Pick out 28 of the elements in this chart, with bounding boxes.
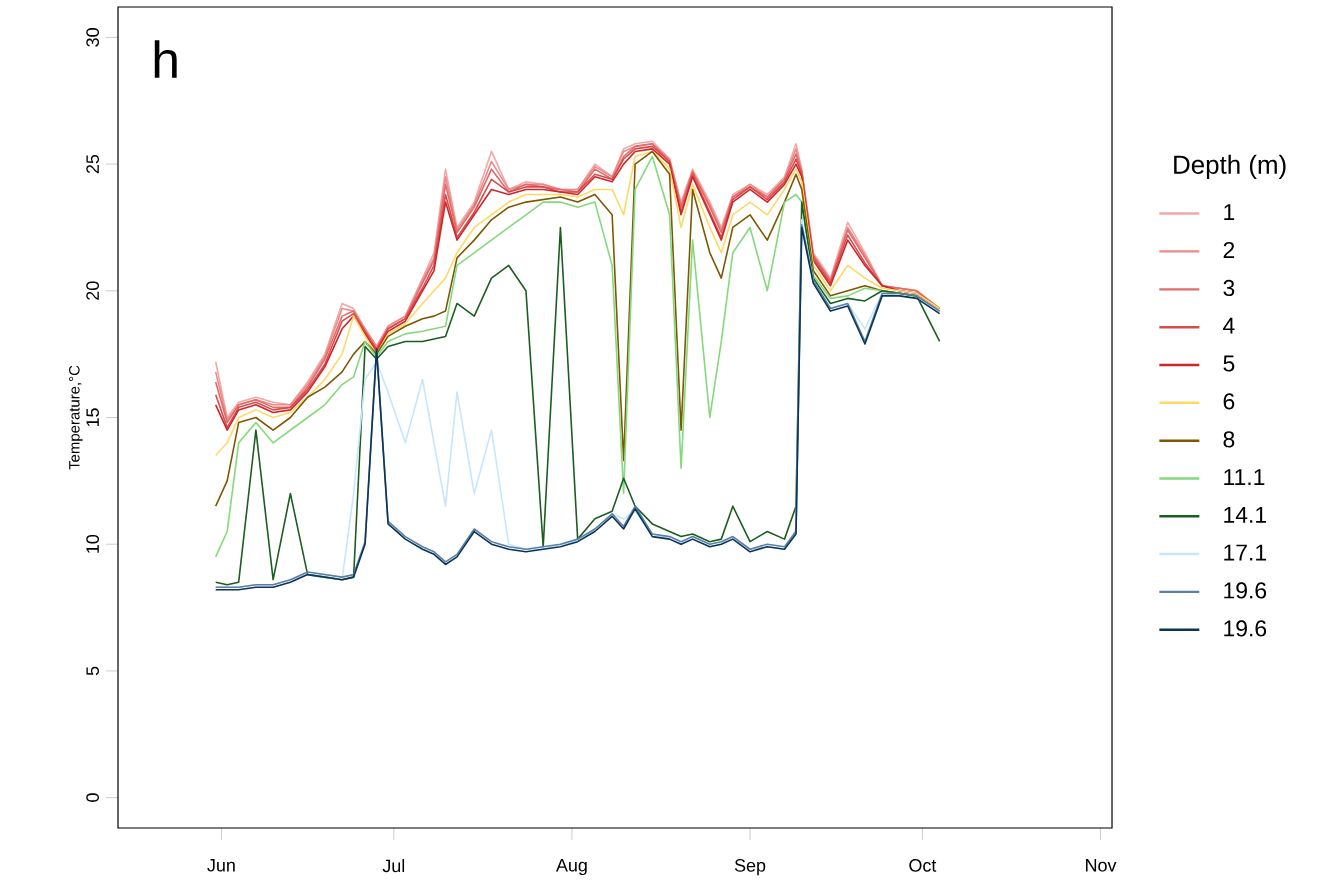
x-tick-label: Sep — [734, 859, 766, 876]
annotation: h — [154, 40, 177, 78]
y-tick-label: 20 — [86, 281, 99, 300]
y-tick-label: 5 — [86, 666, 99, 676]
x-tick-label: Oct — [909, 859, 937, 872]
legend-label: 5 — [1223, 355, 1235, 372]
legend-label: 2 — [1223, 241, 1235, 258]
legend-label: 6 — [1223, 393, 1235, 410]
y-tick-label: 15 — [86, 408, 99, 427]
y-tick-label: 25 — [86, 154, 99, 174]
x-tick-label: Jun — [207, 859, 235, 872]
legend-title: Depth (m) — [1174, 154, 1286, 180]
legend-label: 1 — [1224, 204, 1235, 220]
legend-label: 14.1 — [1224, 506, 1266, 523]
x-tick-label: Nov — [1086, 859, 1117, 872]
y-tick-label: 10 — [86, 534, 99, 553]
y-axis-title: Temperature,°C — [69, 365, 83, 470]
y-tick-label: 30 — [86, 28, 99, 47]
x-tick-label: Aug — [556, 859, 587, 876]
legend-label: 19.6 — [1224, 582, 1267, 599]
legend-label: 8 — [1223, 431, 1235, 448]
x-tick-label: Jul — [382, 859, 405, 873]
legend-label: 11.1 — [1224, 469, 1265, 485]
legend-label: 17.1 — [1224, 544, 1266, 561]
y-tick-label: 0 — [86, 793, 99, 802]
legend-label: 3 — [1223, 279, 1235, 297]
legend-label: 19.6 — [1224, 620, 1267, 637]
legend-label: 4 — [1223, 317, 1235, 334]
